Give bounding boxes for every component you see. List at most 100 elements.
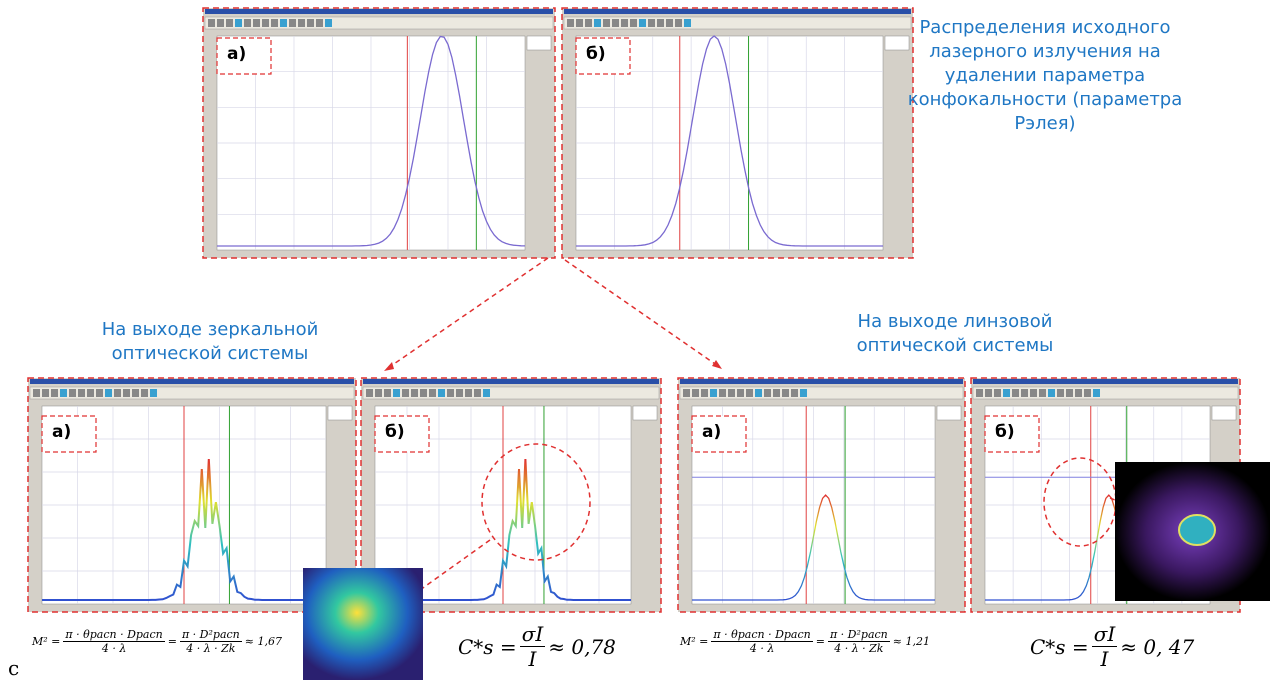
- title-bar: [564, 9, 911, 14]
- toolbar-icon: [447, 389, 454, 397]
- toolbar-icon: [585, 19, 592, 27]
- formula: M² = π · θрасп · Dрасп 4 · λ = π · D²расп…: [680, 628, 930, 655]
- toolbar-icon: [684, 19, 691, 27]
- toolbar-icon: [603, 19, 610, 27]
- toolbar-icon: [298, 19, 305, 27]
- toolbar-icon: [746, 389, 753, 397]
- toolbar-icon: [782, 389, 789, 397]
- toolbar-icon: [764, 389, 771, 397]
- toolbar-icon: [675, 19, 682, 27]
- formula-lhs: M² =: [680, 635, 709, 648]
- toolbar-icon: [594, 19, 601, 27]
- label-box: [984, 415, 1040, 453]
- toolbar-icon: [393, 389, 400, 397]
- label-box: [41, 415, 97, 453]
- frame: [202, 7, 556, 259]
- profile-curve: [42, 459, 326, 601]
- title-bar: [973, 379, 1238, 384]
- beam-spot: [1178, 514, 1216, 546]
- numerator: π · D²расп: [179, 628, 242, 642]
- toolbar-icon: [719, 389, 726, 397]
- beam-image: [303, 568, 423, 680]
- denominator: 4 · λ: [101, 642, 127, 655]
- arrow-head: [712, 360, 722, 369]
- toolbar-icon: [456, 389, 463, 397]
- toolbar-icon: [976, 389, 983, 397]
- formula-eq: =: [815, 635, 825, 648]
- formula-result: ≈ 0,78: [548, 634, 616, 659]
- label-box: [575, 37, 631, 75]
- formula: M² = π · θрасп · Dрасп 4 · λ = π · D²расп…: [32, 628, 282, 655]
- formula-result: ≈ 1,67: [244, 635, 282, 648]
- toolbar-icon: [1084, 389, 1091, 397]
- frame: [360, 377, 662, 613]
- toolbar: [362, 386, 660, 400]
- toolbar-icon: [1030, 389, 1037, 397]
- side-panel: [632, 405, 658, 421]
- panel-label: а): [227, 44, 247, 64]
- toolbar-icon: [226, 19, 233, 27]
- toolbar-icon: [621, 19, 628, 27]
- denominator: 4 · λ · Zk: [834, 642, 884, 655]
- denominator: I: [1100, 647, 1109, 671]
- arrow: [564, 259, 719, 367]
- toolbar-icon: [1093, 389, 1100, 397]
- panel-label: а): [702, 422, 722, 442]
- toolbar-icon: [791, 389, 798, 397]
- numerator: π · θрасп · Dрасп: [711, 628, 813, 642]
- toolbar-icon: [737, 389, 744, 397]
- toolbar-icon: [1066, 389, 1073, 397]
- arrow: [387, 257, 549, 369]
- toolbar-icon: [567, 19, 574, 27]
- profile-curve: [217, 35, 526, 247]
- side-panel: [936, 405, 962, 421]
- toolbar-icon: [728, 389, 735, 397]
- toolbar-icon: [465, 389, 472, 397]
- toolbar-icon: [271, 19, 278, 27]
- toolbar-icon: [692, 389, 699, 397]
- toolbar-icon: [235, 19, 242, 27]
- title-bar: [205, 9, 553, 14]
- toolbar-icon: [208, 19, 215, 27]
- denominator: I: [528, 647, 537, 671]
- toolbar-icon: [51, 389, 58, 397]
- title-bar: [30, 379, 354, 384]
- formula: C*s = σI I ≈ 0,78: [458, 622, 616, 671]
- toolbar-icon: [69, 389, 76, 397]
- toolbar-icon: [411, 389, 418, 397]
- toolbar-icon: [244, 19, 251, 27]
- profile-curve: [692, 494, 935, 601]
- panel-label: б): [995, 422, 1015, 442]
- toolbar-icon: [325, 19, 332, 27]
- formula-lhs: M² =: [32, 635, 61, 648]
- toolbar-icon: [375, 389, 382, 397]
- arrow-head: [384, 362, 394, 371]
- toolbar-icon: [576, 19, 583, 27]
- side-panel: [327, 405, 353, 421]
- toolbar-icon: [773, 389, 780, 397]
- toolbar-icon: [289, 19, 296, 27]
- label-box: [216, 37, 272, 75]
- toolbar-icon: [150, 389, 157, 397]
- toolbar-icon: [648, 19, 655, 27]
- toolbar-icon: [755, 389, 762, 397]
- numerator: π · D²расп: [827, 628, 890, 642]
- toolbar-icon: [701, 389, 708, 397]
- formula-result: ≈ 0, 47: [1120, 634, 1195, 659]
- label-box: [374, 415, 430, 453]
- toolbar-icon: [141, 389, 148, 397]
- formula-result: ≈ 1,21: [892, 635, 930, 648]
- panel-label: а): [52, 422, 72, 442]
- toolbar-icon: [429, 389, 436, 397]
- side-panel: [526, 35, 552, 51]
- denominator: 4 · λ: [749, 642, 775, 655]
- toolbar-icon: [483, 389, 490, 397]
- formula: C*s = σI I ≈ 0, 47: [1030, 622, 1194, 671]
- toolbar-icon: [87, 389, 94, 397]
- toolbar-icon: [253, 19, 260, 27]
- formula-lhs: C*s =: [458, 634, 517, 659]
- toolbar-icon: [1003, 389, 1010, 397]
- panel-label: б): [586, 44, 606, 64]
- side-panel: [1211, 405, 1237, 421]
